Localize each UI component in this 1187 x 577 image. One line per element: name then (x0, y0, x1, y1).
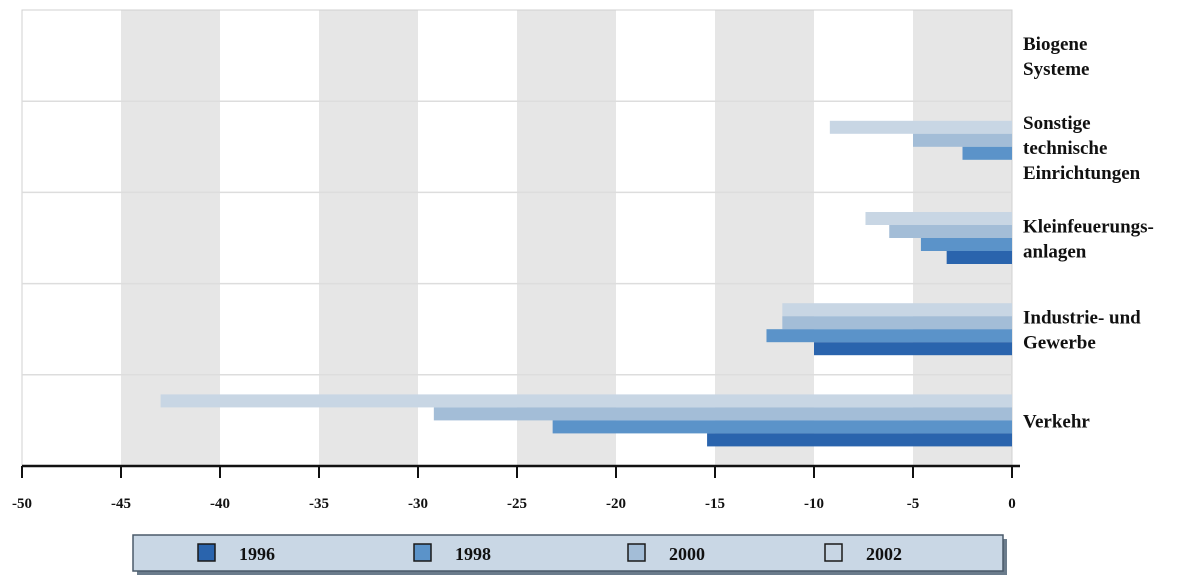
x-axis: -50 -45 -40 -35 -30 -25 -20 -15 -10 -5 0 (12, 464, 1020, 512)
category-label-line: Industrie- und (1023, 308, 1141, 329)
x-tick-label: -50 (12, 496, 32, 512)
bar-1996-category-3 (814, 342, 1012, 356)
bar-2002-category-2 (865, 212, 1012, 225)
bar-2000-category-4 (433, 407, 1013, 421)
legend: 1996 1998 2000 2002 (132, 534, 1007, 575)
bar-2002-category-4 (160, 394, 1013, 408)
category-label-line: Systeme (1023, 59, 1089, 80)
x-tick-label: -15 (705, 496, 725, 512)
bar-1996-category-2 (946, 251, 1012, 264)
category-label-line: Biogene (1023, 34, 1087, 55)
bar-1998-category-1 (962, 146, 1012, 160)
legend-box (132, 534, 1004, 572)
x-tick-label: -45 (111, 496, 131, 512)
category-label-line: anlagen (1023, 242, 1087, 263)
legend-label-2002: 2002 (866, 544, 902, 564)
grid-band (22, 10, 121, 466)
bar-2002-category-1 (829, 120, 1012, 134)
bar-2000-category-3 (782, 316, 1012, 330)
grid-band (715, 10, 814, 466)
x-tick-label: -20 (606, 496, 626, 512)
bar-1998-category-2 (920, 238, 1012, 251)
legend-swatch-1998 (413, 543, 432, 562)
legend-label-1998: 1998 (455, 544, 491, 564)
x-tick-label: -35 (309, 496, 329, 512)
grid-bands (21, 9, 1013, 467)
category-label-line: Einrichtungen (1023, 163, 1141, 184)
category-label-line: technische (1023, 138, 1107, 159)
x-tick-label: -5 (907, 496, 920, 512)
bar-2000-category-2 (889, 225, 1012, 238)
category-label-line: Gewerbe (1023, 333, 1096, 354)
x-tick-label: 0 (1008, 496, 1016, 512)
x-tick-label: -40 (210, 496, 230, 512)
x-tick-label: -10 (804, 496, 824, 512)
legend-label-1996: 1996 (239, 544, 275, 564)
legend-swatch-2000 (627, 543, 646, 562)
bar-2002-category-3 (782, 303, 1012, 317)
legend-swatch-1996 (197, 543, 216, 562)
grid-lines (22, 100, 1012, 376)
legend-label-2000: 2000 (669, 544, 705, 564)
grid-band (616, 10, 715, 466)
grid-band (517, 10, 616, 466)
bar-1998-category-4 (552, 420, 1012, 434)
category-labels: Biogene Systeme Sonstige technische Einricht… (1023, 34, 1154, 432)
bar-1996-category-4 (707, 433, 1012, 447)
grid-band (220, 10, 319, 466)
bar-2000-category-1 (913, 133, 1012, 147)
grid-band (319, 10, 418, 466)
category-label-line: Verkehr (1023, 411, 1090, 432)
x-tick-label: -30 (408, 496, 428, 512)
category-label-line: Kleinfeuerungs- (1023, 217, 1154, 238)
grid-band (121, 10, 220, 466)
x-tick-label: -25 (507, 496, 527, 512)
bar-1998-category-3 (766, 329, 1012, 343)
grid-band (418, 10, 517, 466)
bar-series (160, 120, 1013, 447)
legend-swatch-2002 (824, 543, 843, 562)
category-label-line: Sonstige (1023, 113, 1091, 134)
